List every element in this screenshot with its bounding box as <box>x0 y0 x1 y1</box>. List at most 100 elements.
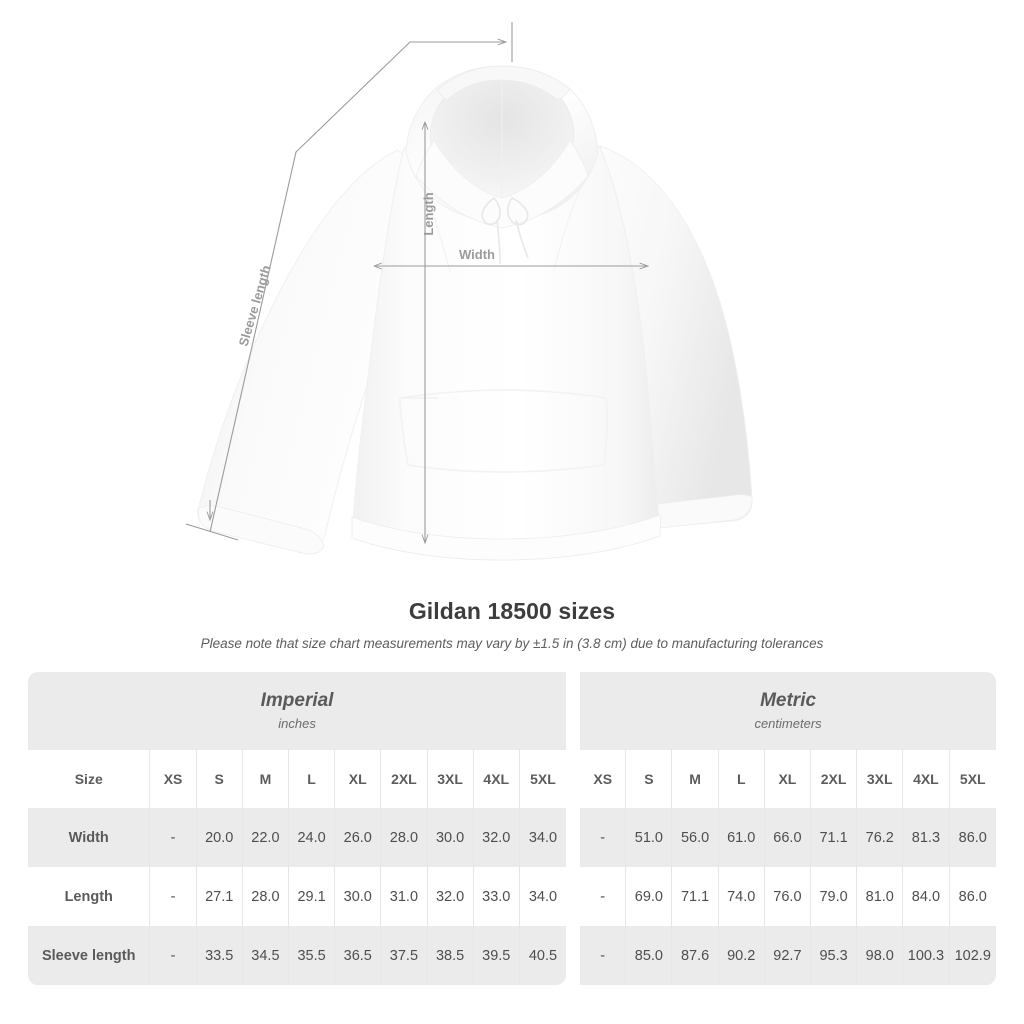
cell-length-imperial-3xl: 32.0 <box>427 867 474 926</box>
cell-sleeve-length-metric-s: 85.0 <box>626 926 673 985</box>
size-header-metric-l: L <box>718 750 765 808</box>
metric-unit-name: Metric <box>760 690 817 711</box>
cell-sleeve-length-metric-xl: 92.7 <box>764 926 811 985</box>
tolerance-note: Please note that size chart measurements… <box>200 636 824 651</box>
cell-length-imperial-l: 29.1 <box>288 867 336 926</box>
size-header-imperial-5xl: 5XL <box>519 750 567 808</box>
cell-sleeve-length-metric-xs: - <box>580 926 627 985</box>
metric-banner: Metric centimeters <box>580 672 996 750</box>
cell-width-imperial-3xl: 30.0 <box>427 808 474 867</box>
size-header-imperial-2xl: 2XL <box>381 750 428 808</box>
cell-sleeve-length-imperial-xl: 36.5 <box>335 926 382 985</box>
cell-width-imperial-5xl: 34.0 <box>519 808 567 867</box>
imperial-unit-sub: inches <box>278 716 316 731</box>
product-illustration: Sleeve length Length Width <box>185 22 753 561</box>
length-label: Length <box>421 192 436 235</box>
cell-width-imperial-xs: - <box>150 808 197 867</box>
cell-width-imperial-4xl: 32.0 <box>473 808 520 867</box>
size-header-imperial-s: S <box>196 750 243 808</box>
row-gap-cell <box>566 867 581 926</box>
size-header-metric-s: S <box>626 750 673 808</box>
cell-width-metric-4xl: 81.3 <box>903 808 950 867</box>
cell-length-metric-l: 74.0 <box>718 867 765 926</box>
cell-sleeve-length-metric-l: 90.2 <box>718 926 765 985</box>
size-header-imperial-l: L <box>288 750 336 808</box>
cell-length-metric-xl: 76.0 <box>764 867 811 926</box>
row-label-length: Length <box>28 867 151 926</box>
cell-length-imperial-m: 28.0 <box>242 867 289 926</box>
cell-length-imperial-4xl: 33.0 <box>473 867 520 926</box>
cell-width-metric-5xl: 86.0 <box>949 808 996 867</box>
cell-width-metric-2xl: 71.1 <box>810 808 858 867</box>
cell-sleeve-length-imperial-l: 35.5 <box>288 926 336 985</box>
cell-length-imperial-xl: 30.0 <box>335 867 382 926</box>
cell-length-metric-2xl: 79.0 <box>810 867 858 926</box>
cell-sleeve-length-metric-m: 87.6 <box>672 926 719 985</box>
cell-length-imperial-s: 27.1 <box>196 867 243 926</box>
row-label-width: Width <box>28 808 151 867</box>
row-gap-cell <box>566 926 581 985</box>
size-header-metric-5xl: 5XL <box>949 750 996 808</box>
cell-width-metric-s: 51.0 <box>626 808 673 867</box>
cell-sleeve-length-metric-5xl: 102.9 <box>949 926 996 985</box>
table-row: Length -27.1 28.0 29.1 30.0 31.0 32.0 33.0 34.0-… <box>28 867 996 926</box>
cell-length-metric-4xl: 84.0 <box>903 867 950 926</box>
cell-width-metric-m: 56.0 <box>672 808 719 867</box>
cell-length-metric-m: 71.1 <box>672 867 719 926</box>
size-header-metric-m: M <box>672 750 719 808</box>
size-chart-table-wrapper: Imperial inches Metric centimeters Size X… <box>28 672 996 985</box>
cell-sleeve-length-metric-2xl: 95.3 <box>810 926 858 985</box>
cell-width-imperial-2xl: 28.0 <box>381 808 428 867</box>
cell-sleeve-length-imperial-s: 33.5 <box>196 926 243 985</box>
cell-width-imperial-s: 20.0 <box>196 808 243 867</box>
hoodie-svg: Sleeve length Length Width <box>185 22 753 561</box>
size-header-label: Size <box>28 750 151 808</box>
table-row: Width -20.0 22.0 24.0 26.0 28.0 30.0 32.0 34.0-5… <box>28 808 996 867</box>
header-gap-cell <box>566 750 581 808</box>
cell-sleeve-length-imperial-2xl: 37.5 <box>381 926 428 985</box>
size-header-metric-2xl: 2XL <box>810 750 858 808</box>
cell-width-metric-l: 61.0 <box>718 808 765 867</box>
cell-sleeve-length-imperial-5xl: 40.5 <box>519 926 567 985</box>
cell-length-imperial-5xl: 34.0 <box>519 867 567 926</box>
unit-banner-row: Imperial inches Metric centimeters <box>28 672 996 750</box>
cell-width-imperial-xl: 26.0 <box>335 808 382 867</box>
size-header-imperial-3xl: 3XL <box>427 750 474 808</box>
table-row: Sleeve length - 33.5 34.5 35.5 36.5 37.5 38.5 39… <box>28 926 996 985</box>
imperial-unit-name: Imperial <box>260 690 334 711</box>
size-chart-table: Imperial inches Metric centimeters Size X… <box>28 672 996 985</box>
cell-length-imperial-2xl: 31.0 <box>381 867 428 926</box>
size-header-imperial-xs: XS <box>150 750 197 808</box>
cell-length-metric-3xl: 81.0 <box>857 867 904 926</box>
hoodie-garment <box>197 65 753 561</box>
cell-width-metric-3xl: 76.2 <box>857 808 904 867</box>
cell-sleeve-length-imperial-3xl: 38.5 <box>427 926 474 985</box>
measurement-annotations <box>185 22 648 543</box>
size-header-metric-3xl: 3XL <box>857 750 904 808</box>
size-header-metric-xs: XS <box>580 750 627 808</box>
cell-length-metric-5xl: 86.0 <box>949 867 996 926</box>
cell-length-metric-xs: - <box>580 867 627 926</box>
sleeve-length-dimension <box>185 22 513 541</box>
cell-sleeve-length-imperial-m: 34.5 <box>242 926 289 985</box>
size-header-imperial-xl: XL <box>335 750 382 808</box>
size-header-metric-4xl: 4XL <box>903 750 950 808</box>
size-header-metric-xl: XL <box>764 750 811 808</box>
imperial-banner: Imperial inches <box>28 672 567 750</box>
cell-width-metric-xs: - <box>580 808 627 867</box>
cell-sleeve-length-metric-4xl: 100.3 <box>903 926 950 985</box>
width-label: Width <box>459 247 495 262</box>
cell-sleeve-length-imperial-4xl: 39.5 <box>473 926 520 985</box>
chart-heading: Gildan 18500 sizes Please note that size… <box>0 596 1024 653</box>
row-label-sleeve-length: Sleeve length <box>28 926 151 985</box>
page-title: Gildan 18500 sizes <box>408 598 616 624</box>
cell-sleeve-length-metric-3xl: 98.0 <box>857 926 904 985</box>
row-gap-cell <box>566 808 581 867</box>
cell-width-imperial-m: 22.0 <box>242 808 289 867</box>
cell-width-imperial-l: 24.0 <box>288 808 336 867</box>
cell-width-metric-xl: 66.0 <box>764 808 811 867</box>
metric-unit-sub: centimeters <box>754 716 822 731</box>
size-header-imperial-m: M <box>242 750 289 808</box>
cell-length-metric-s: 69.0 <box>626 867 673 926</box>
size-header-row: Size XS S M L XL 2XL 3XL 4XL 5XL XS S M L XL 2XL 3XL 4XL 5… <box>28 750 996 808</box>
